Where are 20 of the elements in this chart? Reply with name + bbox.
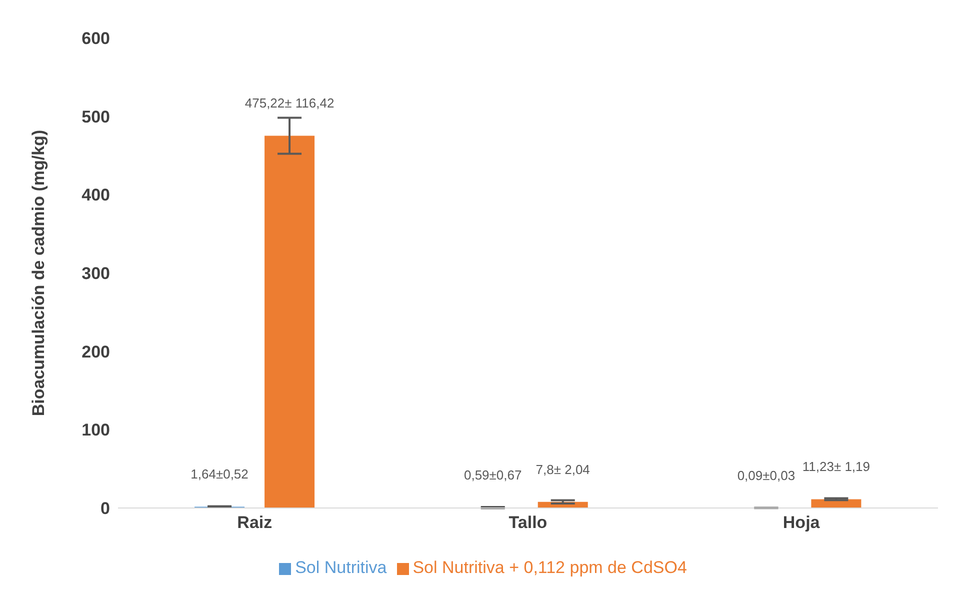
legend-label: Sol Nutritiva + 0,112 ppm de CdSO4 — [412, 558, 687, 577]
data-label: 1,64±0,52 — [190, 466, 248, 482]
y-tick-label: 0 — [100, 499, 110, 518]
y-tick-label: 200 — [82, 342, 110, 362]
y-tick-label: 400 — [82, 186, 110, 205]
y-tick-label: 600 — [82, 29, 110, 48]
data-label: 7,8± 2,04 — [536, 462, 590, 477]
y-axis-title: Bioacumulación de cadmio (mg/kg) — [29, 130, 48, 416]
y-tick-label: 100 — [82, 420, 110, 440]
x-tick-label: Raiz — [237, 513, 272, 532]
data-label: 11,23± 1,19 — [802, 459, 870, 474]
data-label: 0,09±0,03 — [737, 468, 796, 483]
data-label: 0,59±0,67 — [464, 468, 522, 483]
bar — [264, 136, 315, 508]
x-tick-label: Hoja — [782, 513, 820, 532]
y-tick-label: 300 — [82, 264, 110, 284]
x-tick-label: Tallo — [508, 513, 548, 532]
legend-label: Sol Nutritiva — [295, 558, 387, 577]
y-tick-label: 500 — [82, 107, 110, 126]
data-label: 475,22± 116,42 — [244, 96, 334, 111]
